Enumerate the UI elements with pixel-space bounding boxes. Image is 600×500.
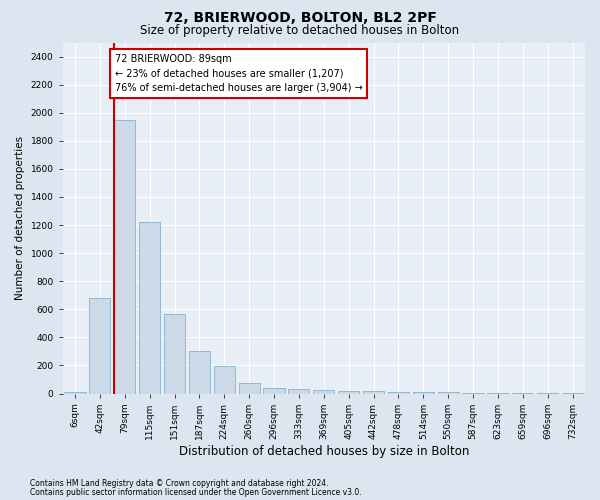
X-axis label: Distribution of detached houses by size in Bolton: Distribution of detached houses by size … [179, 444, 469, 458]
Bar [463, 393, 484, 394]
Bar [437, 392, 459, 394]
Text: 72 BRIERWOOD: 89sqm
← 23% of detached houses are smaller (1,207)
76% of semi-det: 72 BRIERWOOD: 89sqm ← 23% of detached ho… [115, 54, 362, 94]
Bar [263, 388, 284, 394]
Bar [363, 392, 384, 394]
Bar [313, 390, 334, 394]
Text: Contains HM Land Registry data © Crown copyright and database right 2024.: Contains HM Land Registry data © Crown c… [30, 479, 329, 488]
Text: 72, BRIERWOOD, BOLTON, BL2 2PF: 72, BRIERWOOD, BOLTON, BL2 2PF [164, 11, 436, 25]
Bar [139, 222, 160, 394]
Y-axis label: Number of detached properties: Number of detached properties [15, 136, 25, 300]
Text: Size of property relative to detached houses in Bolton: Size of property relative to detached ho… [140, 24, 460, 37]
Bar [388, 392, 409, 394]
Bar [89, 298, 110, 394]
Bar [189, 352, 210, 394]
Bar [239, 383, 260, 394]
Bar [64, 392, 86, 394]
Bar [413, 392, 434, 394]
Bar [114, 120, 136, 394]
Bar [338, 390, 359, 394]
Bar [214, 366, 235, 394]
Bar [289, 390, 310, 394]
Bar [164, 314, 185, 394]
Text: Contains public sector information licensed under the Open Government Licence v3: Contains public sector information licen… [30, 488, 362, 497]
